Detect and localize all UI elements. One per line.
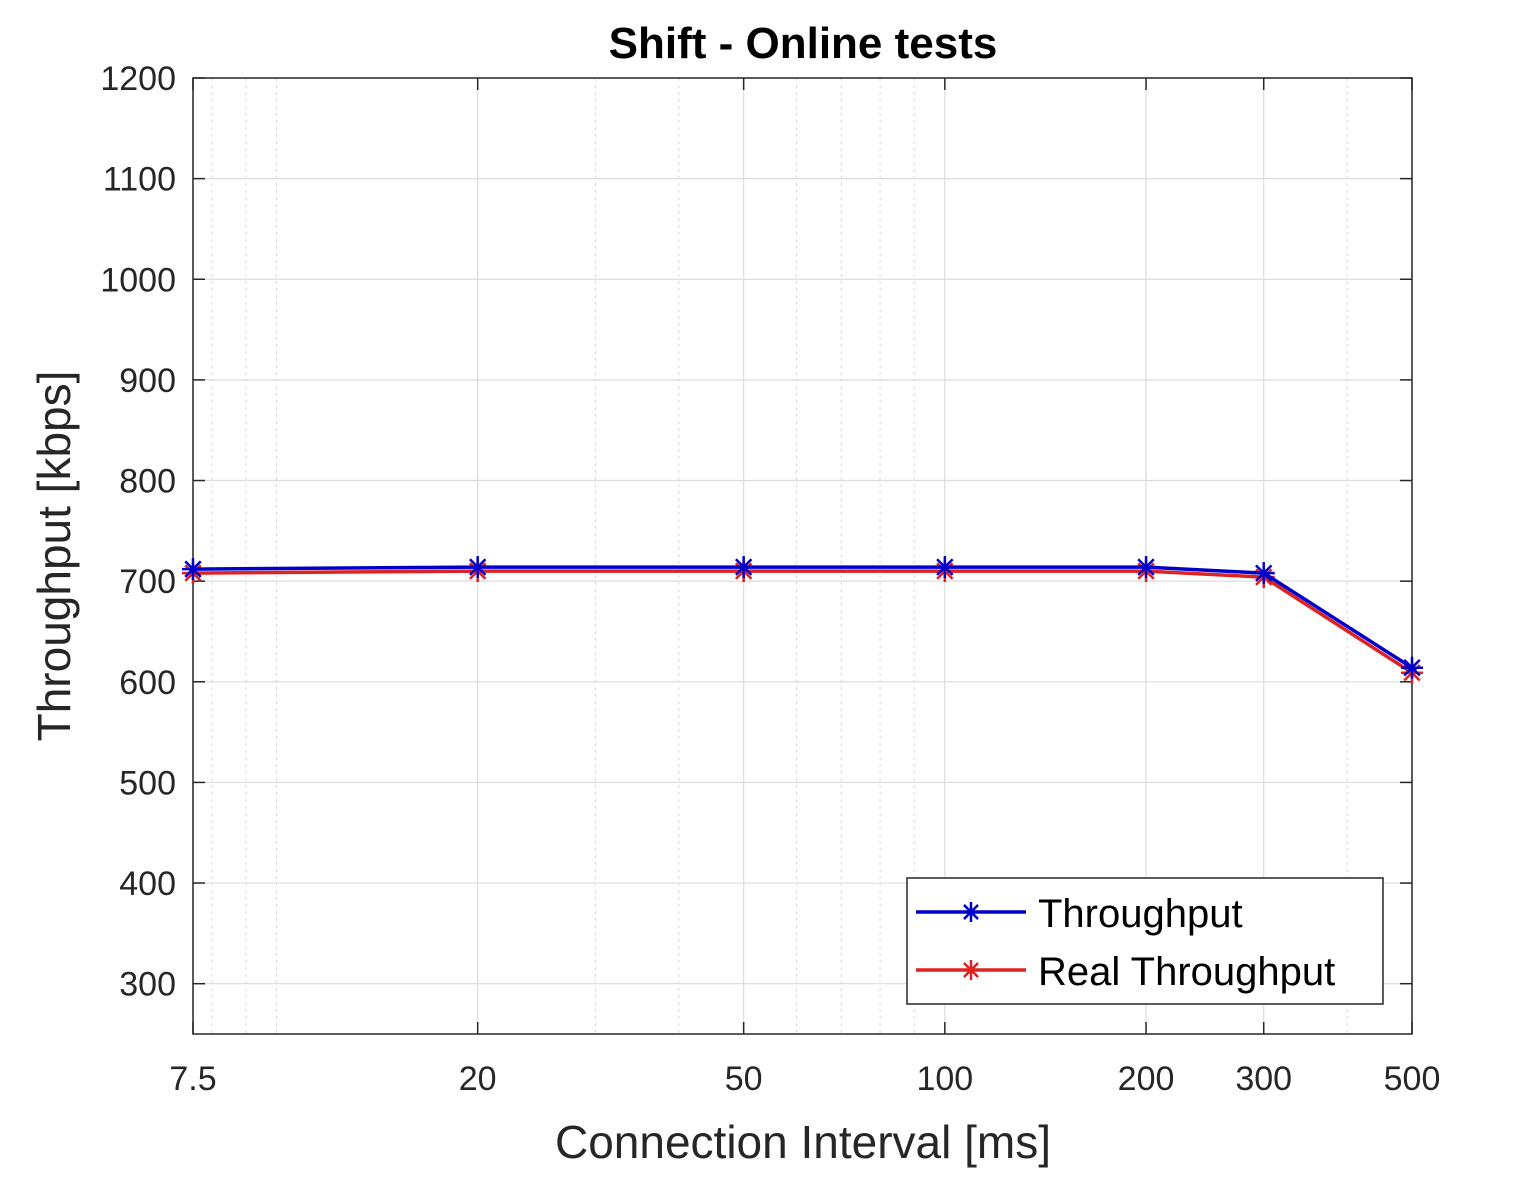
- data-point-throughput: [1252, 562, 1275, 585]
- y-tick-label: 1100: [103, 161, 176, 199]
- y-tick-label: 300: [119, 966, 176, 1004]
- plot-area-frame: [192, 77, 1413, 1035]
- x-tick-label: 100: [916, 1060, 973, 1098]
- x-tick-label: 300: [1235, 1060, 1292, 1098]
- legend-label-real-throughput: Real Throughput: [1038, 950, 1335, 994]
- legend-box: [906, 877, 1384, 1005]
- x-tick-label: 50: [725, 1060, 763, 1098]
- chart-title: Shift - Online tests: [609, 19, 998, 68]
- x-tick-labels: 7.5 20 50 100 200 300 500: [169, 1060, 1440, 1098]
- axis-ticks: [192, 77, 1413, 1034]
- x-tick-label: 500: [1384, 1060, 1441, 1098]
- legend: Throughput Real Throughput: [906, 877, 1384, 1005]
- x-tick-label: 200: [1118, 1060, 1175, 1098]
- x-tick-label: 20: [459, 1060, 497, 1098]
- data-point-throughput: [933, 556, 956, 579]
- y-tick-label: 700: [119, 563, 176, 601]
- y-tick-label: 500: [119, 764, 176, 802]
- data-point-throughput: [466, 556, 489, 579]
- series-line-throughput: [192, 565, 1413, 670]
- legend-label-throughput: Throughput: [1038, 892, 1243, 936]
- y-tick-label: 600: [119, 664, 176, 702]
- y-tick-label: 1200: [100, 60, 176, 98]
- y-tick-label: 1000: [100, 261, 176, 299]
- x-tick-label: 7.5: [169, 1060, 216, 1098]
- series-line-real-throughput: [192, 569, 1413, 675]
- y-tick-labels: 300 400 500 600 700 800 900 1000 1100 1200: [100, 60, 176, 1004]
- legend-marker-throughput: [961, 902, 981, 922]
- series-lines: [182, 556, 1423, 684]
- legend-marker-real-throughput: [961, 960, 981, 980]
- y-tick-label: 400: [119, 865, 176, 903]
- y-tick-label: 800: [119, 463, 176, 501]
- data-point-throughput: [182, 558, 204, 581]
- x-axis-label: Connection Interval [ms]: [555, 1116, 1051, 1168]
- data-point-throughput: [732, 556, 755, 579]
- y-axis-label: Throughput [kbps]: [28, 371, 80, 742]
- data-point-throughput: [1401, 656, 1423, 679]
- y-tick-label: 900: [119, 362, 176, 400]
- data-point-throughput: [1135, 556, 1158, 579]
